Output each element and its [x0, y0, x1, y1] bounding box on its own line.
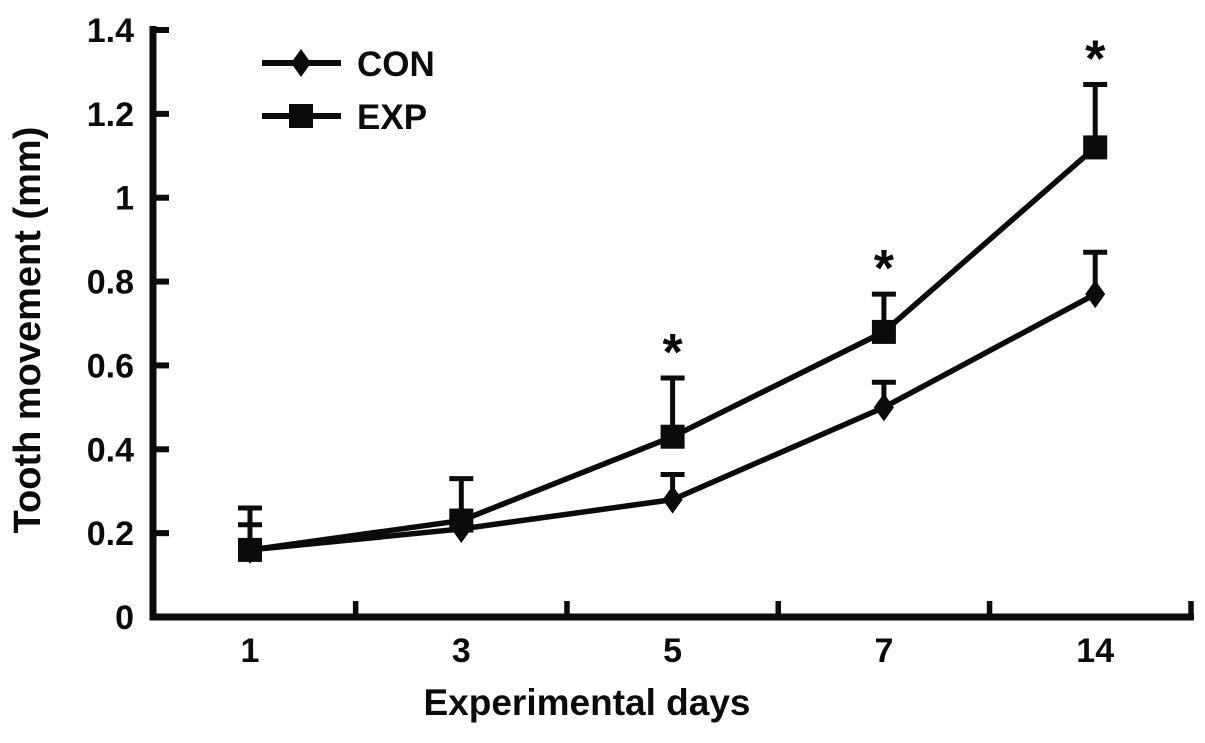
- y-tick-label: 0: [115, 599, 134, 637]
- series-marker-exp: [449, 508, 474, 533]
- series-marker-exp: [871, 319, 896, 344]
- series-marker-con: [662, 485, 683, 514]
- significance-asterisk: *: [874, 240, 895, 298]
- series-marker-exp: [238, 537, 262, 562]
- legend-marker-con: [291, 49, 311, 77]
- significance-asterisk: *: [662, 324, 683, 382]
- significance-asterisk: *: [1085, 31, 1106, 89]
- legend-marker-exp: [289, 104, 313, 128]
- y-tick-label: 0.8: [87, 264, 134, 302]
- x-tick-label: 5: [663, 632, 682, 670]
- x-tick-label: 3: [452, 632, 471, 670]
- y-tick-label: 0.4: [87, 431, 134, 469]
- legend-label-exp: EXP: [357, 98, 427, 137]
- series-marker-exp: [660, 424, 685, 449]
- y-tick-label: 0.2: [87, 515, 134, 553]
- series-marker-exp: [1083, 135, 1108, 160]
- y-tick-label: 1.2: [87, 96, 134, 134]
- series-marker-con: [873, 393, 894, 422]
- legend-label-con: CON: [357, 45, 435, 84]
- y-tick-label: 0.6: [87, 347, 134, 385]
- y-tick-label: 1: [115, 180, 134, 218]
- x-axis-title: Experimental days: [424, 682, 751, 723]
- x-tick-label: 14: [1076, 632, 1114, 670]
- y-tick-label: 1.4: [87, 12, 134, 50]
- series-marker-con: [1085, 280, 1106, 309]
- x-tick-label: 7: [874, 632, 893, 670]
- y-axis-title: Tooth movement (mm): [7, 127, 49, 534]
- x-tick-label: 1: [241, 632, 260, 670]
